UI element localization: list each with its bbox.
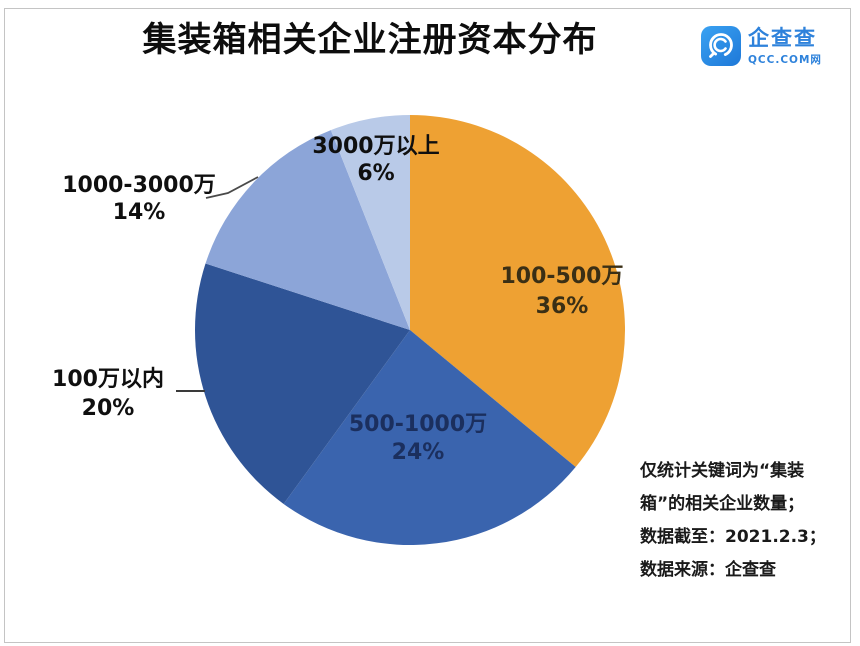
footnote-line: 数据截至：2021.2.3； xyxy=(640,527,826,547)
footnote: 仅统计关键词为“集装 箱”的相关企业数量； 数据截至：2021.2.3； 数据来… xyxy=(640,455,852,587)
leader-lines xyxy=(176,176,259,392)
footnote-line: 数据来源：企查查 xyxy=(640,560,776,580)
slice-label-name: 3000万以上 xyxy=(312,134,440,159)
slice-label-name: 1000-3000万 xyxy=(62,173,216,198)
slice-label-name: 100万以内 xyxy=(52,367,164,392)
slice-label-name: 100-500万 xyxy=(500,264,624,289)
slice-label-pct: 20% xyxy=(81,396,135,421)
footnote-line: 仅统计关键词为“集装 xyxy=(640,461,805,481)
slice-label-500-1000: 500-1000万 24% xyxy=(328,411,508,467)
slice-label-pct: 36% xyxy=(535,294,589,319)
slice-label-1000-3000: 1000-3000万 14% xyxy=(49,172,229,226)
leader-line-1000-3000 xyxy=(205,176,259,199)
pie-slice-1000-3000万 xyxy=(205,130,410,330)
qcc-logo: 企查查 QCC.COM网 xyxy=(701,26,822,67)
pie-slice-3000万以上 xyxy=(330,115,410,330)
page-title: 集装箱相关企业注册资本分布 xyxy=(142,20,598,60)
slice-label-pct: 24% xyxy=(391,440,445,465)
logo-brand-text: 企查查 xyxy=(748,26,817,50)
slice-label-100-500: 100-500万 36% xyxy=(462,262,662,322)
pie-slice-100万以内 xyxy=(194,263,410,504)
logo-domain-text: QCC.COM网 xyxy=(748,54,822,66)
pie-slice-100-500万 xyxy=(410,115,626,468)
slice-label-100-under: 100万以内 20% xyxy=(18,365,198,423)
pie-slices xyxy=(194,115,626,546)
qcc-magnifier-icon xyxy=(701,26,741,66)
footnote-line: 箱”的相关企业数量； xyxy=(640,494,805,514)
slice-label-pct: 6% xyxy=(357,161,395,186)
slice-label-3000-plus: 3000万以上 6% xyxy=(286,133,466,187)
pie-slice-500-1000万 xyxy=(283,330,576,546)
slice-label-name: 500-1000万 xyxy=(348,412,488,437)
slice-label-pct: 14% xyxy=(112,200,166,225)
